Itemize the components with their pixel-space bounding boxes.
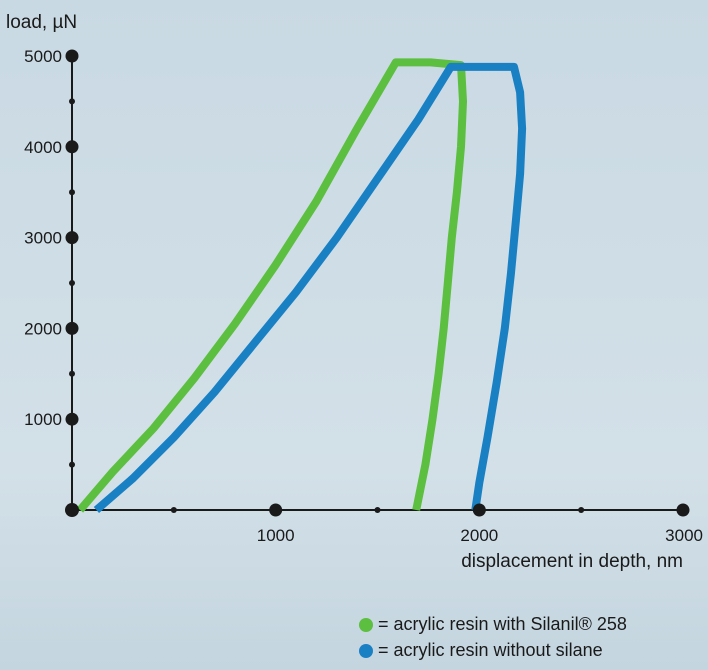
legend: = acrylic resin with Silanil® 258 = acryl… xyxy=(359,614,627,660)
tick-labels: 1000 2000 3000 4000 5000 1000 2000 3000 xyxy=(24,47,703,545)
y-tick-label: 3000 xyxy=(24,229,62,248)
x-tick-label: 2000 xyxy=(460,526,498,545)
y-minor-tick xyxy=(69,189,75,196)
y-tick-label: 1000 xyxy=(24,410,62,429)
y-minor-tick xyxy=(69,370,75,377)
x-axis-title: displacement in depth, nm xyxy=(461,551,683,572)
y-axis-title: load, µN xyxy=(6,12,77,33)
y-major-tick xyxy=(65,140,79,154)
tick-marks xyxy=(65,49,690,517)
y-minor-tick xyxy=(69,280,75,286)
legend-label-1: = acrylic resin with Silanil® 258 xyxy=(378,614,627,634)
series-lines xyxy=(77,58,527,514)
y-tick-label: 5000 xyxy=(24,47,62,66)
y-minor-tick xyxy=(69,98,75,105)
x-major-tick xyxy=(472,503,486,517)
y-major-tick xyxy=(65,49,79,63)
y-tick-label: 2000 xyxy=(24,319,62,338)
y-tick-label: 4000 xyxy=(24,138,62,157)
legend-swatch-1 xyxy=(359,618,373,632)
x-minor-tick xyxy=(578,507,585,513)
x-minor-tick xyxy=(170,507,177,513)
y-major-tick xyxy=(65,231,79,245)
x-minor-tick xyxy=(374,507,381,513)
x-tick-label: 1000 xyxy=(257,526,295,545)
y-major-tick xyxy=(65,412,79,426)
y-minor-tick xyxy=(69,461,75,468)
x-tick-label: 3000 xyxy=(665,526,703,545)
series-line-2 xyxy=(93,62,527,514)
y-major-tick xyxy=(65,321,79,335)
x-major-tick xyxy=(269,503,283,517)
legend-label-2: = acrylic resin without silane xyxy=(378,640,603,660)
origin-marker xyxy=(65,503,79,517)
legend-swatch-2 xyxy=(359,644,373,658)
x-major-tick xyxy=(676,503,690,517)
